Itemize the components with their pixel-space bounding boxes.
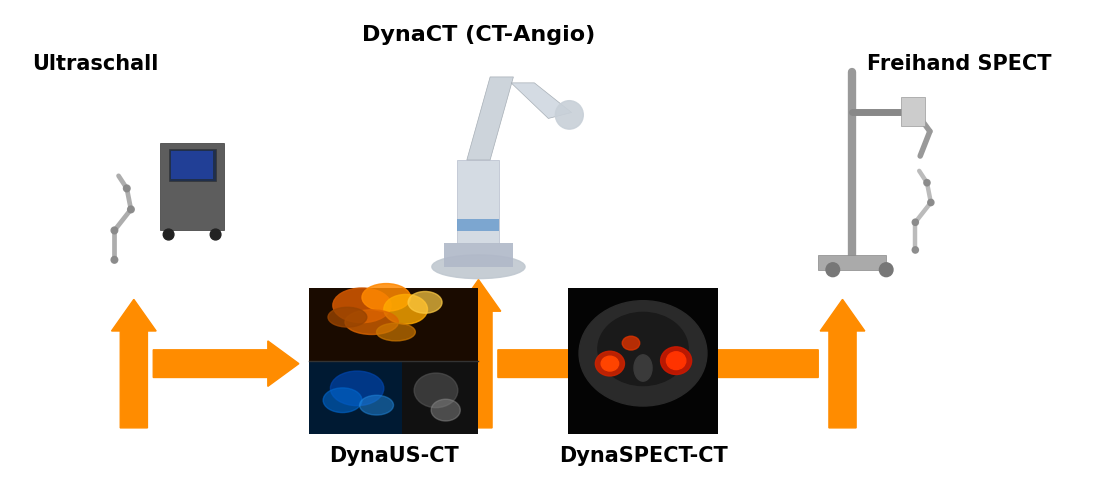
FancyArrow shape: [820, 299, 865, 428]
Ellipse shape: [362, 284, 410, 311]
Polygon shape: [511, 83, 572, 119]
Circle shape: [112, 256, 118, 263]
Circle shape: [928, 199, 934, 206]
Ellipse shape: [333, 288, 391, 322]
Ellipse shape: [328, 307, 366, 327]
Bar: [168, 148, 216, 181]
Ellipse shape: [661, 347, 691, 374]
Ellipse shape: [360, 395, 394, 415]
Ellipse shape: [622, 336, 640, 350]
Ellipse shape: [595, 351, 625, 376]
Text: DynaSPECT-CT: DynaSPECT-CT: [559, 446, 728, 466]
Bar: [309, 288, 478, 361]
Circle shape: [880, 263, 893, 277]
Bar: [171, 151, 213, 179]
FancyArrow shape: [498, 341, 633, 387]
FancyArrow shape: [153, 341, 299, 387]
Circle shape: [124, 185, 130, 192]
Circle shape: [923, 179, 930, 186]
Circle shape: [112, 227, 118, 234]
Bar: [309, 288, 478, 434]
Circle shape: [912, 247, 919, 253]
Ellipse shape: [602, 356, 618, 371]
Text: Ultraschall: Ultraschall: [32, 54, 159, 74]
Bar: [309, 361, 401, 434]
Circle shape: [556, 100, 583, 129]
Text: DynaUS-CT: DynaUS-CT: [328, 446, 458, 466]
Bar: [568, 288, 719, 434]
Bar: [457, 220, 500, 231]
Bar: [443, 243, 513, 267]
Ellipse shape: [345, 310, 398, 335]
Circle shape: [210, 229, 221, 240]
Ellipse shape: [415, 373, 457, 408]
Circle shape: [163, 229, 174, 240]
Bar: [900, 97, 926, 126]
Circle shape: [128, 206, 135, 213]
Ellipse shape: [666, 352, 686, 369]
Ellipse shape: [376, 323, 416, 341]
Circle shape: [912, 219, 919, 225]
Text: DynaCT (CT-Angio): DynaCT (CT-Angio): [362, 24, 595, 45]
Ellipse shape: [431, 399, 461, 421]
Bar: [818, 255, 886, 270]
Ellipse shape: [579, 301, 707, 406]
FancyArrow shape: [112, 299, 156, 428]
Ellipse shape: [384, 294, 428, 324]
Ellipse shape: [635, 355, 652, 381]
Polygon shape: [467, 77, 513, 160]
Ellipse shape: [323, 388, 362, 413]
FancyArrow shape: [456, 280, 501, 428]
Bar: [160, 143, 224, 230]
FancyArrow shape: [322, 341, 457, 387]
Text: Freihand SPECT: Freihand SPECT: [866, 54, 1051, 74]
Ellipse shape: [408, 292, 442, 313]
Circle shape: [826, 263, 839, 277]
Ellipse shape: [432, 255, 525, 279]
Ellipse shape: [330, 371, 384, 406]
Bar: [457, 160, 500, 243]
FancyArrow shape: [659, 341, 818, 387]
Bar: [401, 361, 478, 434]
Ellipse shape: [598, 313, 688, 386]
